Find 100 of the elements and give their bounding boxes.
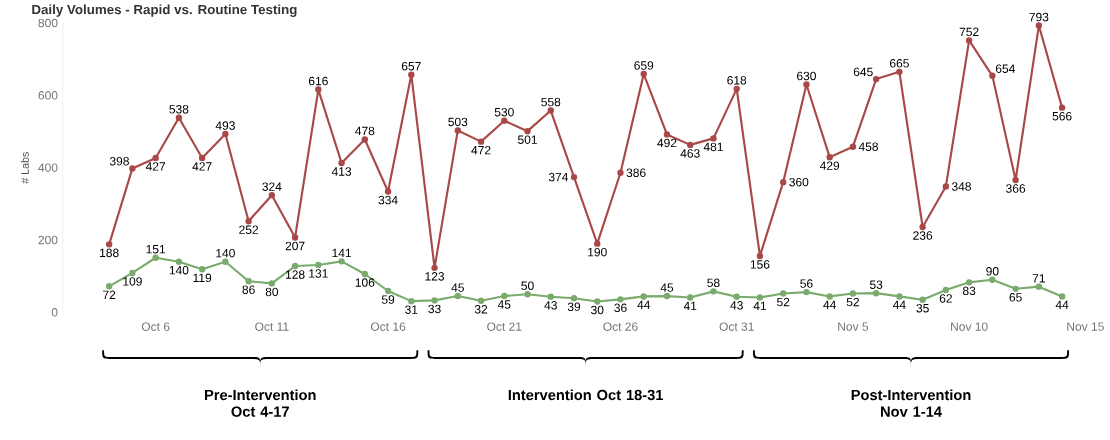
point bbox=[965, 278, 973, 286]
data-label: 566 bbox=[1052, 111, 1072, 121]
data-label: 32 bbox=[474, 304, 488, 314]
x-tick-label: Nov 5 bbox=[838, 322, 869, 331]
data-label: 478 bbox=[355, 126, 375, 136]
point bbox=[1012, 176, 1019, 184]
data-label: 151 bbox=[146, 244, 166, 254]
y-tick-label: 600 bbox=[38, 90, 58, 100]
point bbox=[245, 217, 252, 225]
data-label: 44 bbox=[893, 300, 906, 309]
point bbox=[547, 107, 554, 114]
x-tick-label: Oct 11 bbox=[255, 322, 289, 331]
point bbox=[779, 178, 787, 186]
point bbox=[989, 72, 996, 79]
data-label: 140 bbox=[216, 248, 235, 258]
y-tick-label: 0 bbox=[51, 307, 58, 317]
data-label: 793 bbox=[1029, 12, 1049, 22]
data-label: 44 bbox=[823, 300, 836, 309]
data-label: 141 bbox=[332, 248, 351, 257]
point bbox=[129, 165, 136, 172]
data-label: 530 bbox=[494, 107, 514, 117]
point bbox=[408, 71, 415, 78]
data-label: 630 bbox=[797, 71, 816, 81]
point bbox=[198, 265, 206, 273]
point bbox=[105, 282, 113, 290]
point bbox=[640, 293, 647, 300]
data-label: 252 bbox=[239, 225, 259, 234]
data-label: 41 bbox=[753, 301, 767, 310]
point bbox=[547, 293, 554, 300]
x-tick-label: Oct 26 bbox=[603, 322, 638, 331]
point bbox=[803, 81, 810, 88]
point bbox=[663, 292, 671, 300]
data-label: 616 bbox=[308, 76, 328, 86]
point bbox=[570, 173, 578, 181]
point bbox=[826, 293, 833, 300]
point bbox=[501, 117, 508, 124]
data-label: 33 bbox=[428, 304, 441, 314]
data-label: 558 bbox=[541, 97, 561, 107]
point bbox=[779, 290, 787, 297]
point bbox=[594, 240, 601, 247]
data-label: 140 bbox=[169, 265, 189, 275]
point bbox=[965, 37, 973, 44]
data-label: 119 bbox=[193, 273, 212, 282]
data-label: 44 bbox=[637, 300, 651, 309]
data-label: 360 bbox=[789, 177, 809, 187]
point bbox=[268, 191, 276, 199]
data-label: 83 bbox=[962, 286, 976, 295]
point bbox=[896, 68, 903, 75]
data-label: 58 bbox=[707, 278, 720, 287]
data-label: 109 bbox=[123, 277, 142, 286]
data-label: 493 bbox=[215, 121, 235, 130]
data-label: 654 bbox=[995, 64, 1015, 73]
data-label: 43 bbox=[730, 300, 743, 310]
data-label: 645 bbox=[853, 67, 873, 76]
data-label: 106 bbox=[355, 278, 375, 287]
point bbox=[315, 261, 322, 268]
data-label: 30 bbox=[591, 305, 604, 315]
x-tick-label: Nov 10 bbox=[951, 322, 988, 331]
data-label: 36 bbox=[614, 303, 627, 312]
point bbox=[896, 293, 903, 300]
point bbox=[756, 252, 764, 259]
data-label: 80 bbox=[265, 287, 279, 297]
data-label: 481 bbox=[703, 142, 723, 151]
x-tick-label: Oct 21 bbox=[487, 322, 522, 331]
point bbox=[733, 293, 740, 300]
text: Post-Intervention Nov 1-14 bbox=[851, 389, 971, 417]
data-label: 472 bbox=[471, 145, 491, 155]
point bbox=[919, 296, 926, 303]
data-label: 207 bbox=[285, 241, 305, 251]
point bbox=[105, 240, 113, 248]
point bbox=[640, 70, 647, 78]
point bbox=[872, 289, 880, 297]
data-label: 52 bbox=[846, 297, 859, 307]
data-label: 131 bbox=[309, 269, 328, 278]
point bbox=[268, 280, 276, 287]
data-label: 429 bbox=[819, 161, 840, 170]
x-tick-label: Oct 6 bbox=[141, 322, 170, 331]
point bbox=[942, 286, 950, 293]
x-tick-label: Oct 16 bbox=[370, 322, 406, 331]
y-axis-title: # Labs bbox=[20, 151, 29, 184]
data-label: 752 bbox=[959, 27, 979, 36]
data-label: 366 bbox=[1006, 184, 1026, 193]
point bbox=[361, 136, 369, 143]
data-label: 72 bbox=[103, 290, 116, 299]
point bbox=[222, 130, 229, 138]
point bbox=[361, 270, 369, 278]
point bbox=[198, 154, 206, 161]
data-label: 386 bbox=[626, 168, 646, 177]
point bbox=[663, 131, 671, 138]
data-label: 90 bbox=[986, 266, 999, 276]
data-label: 43 bbox=[544, 300, 557, 310]
point bbox=[175, 114, 183, 121]
x-tick-label: Nov 15 bbox=[1067, 322, 1104, 331]
data-label: 374 bbox=[548, 172, 569, 182]
point bbox=[431, 297, 438, 304]
y-tick-label: 200 bbox=[38, 235, 58, 245]
point bbox=[222, 258, 229, 265]
point bbox=[431, 264, 438, 271]
data-label: 618 bbox=[727, 75, 747, 85]
point bbox=[1058, 293, 1066, 300]
